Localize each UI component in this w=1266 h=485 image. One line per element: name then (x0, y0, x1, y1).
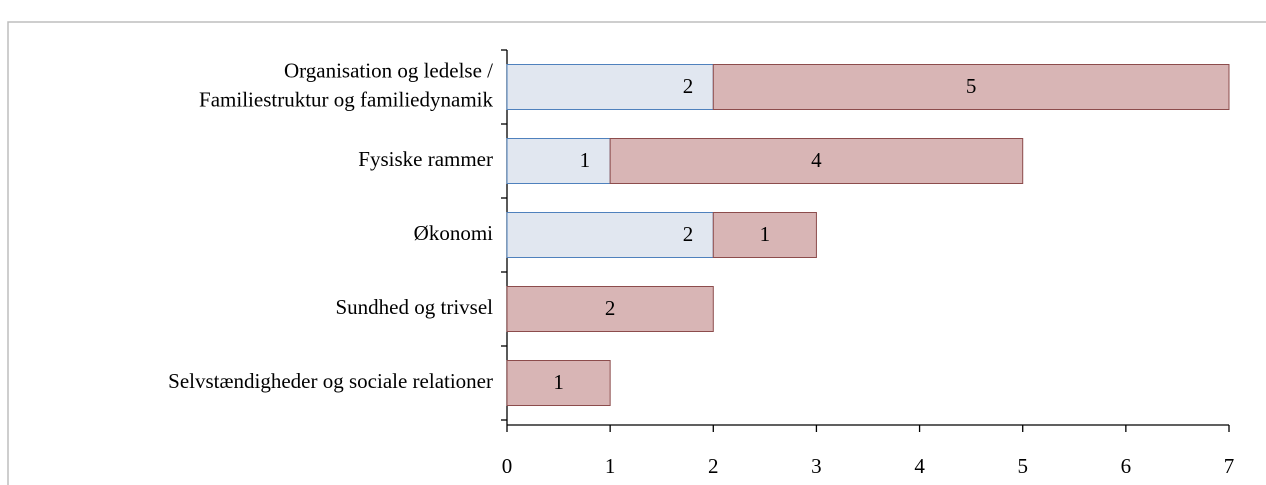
value-label: 2 (605, 296, 616, 320)
bar-segment (506, 212, 714, 258)
value-label: 4 (811, 148, 822, 172)
category-label: Selvstændigheder og sociale relationer (168, 369, 493, 393)
x-tick-label: 2 (708, 454, 719, 478)
bar-segment (506, 286, 714, 332)
value-label: 1 (760, 222, 771, 246)
bar-segment (712, 212, 817, 258)
value-label: 5 (966, 74, 977, 98)
x-tick-label: 1 (605, 454, 616, 478)
category-label: Økonomi (414, 221, 494, 245)
category-label: Fysiske rammer (358, 147, 493, 171)
category-label: Sundhed og trivsel (336, 295, 494, 319)
bar-segment (506, 360, 611, 406)
value-label: 2 (683, 74, 694, 98)
frame (7, 21, 1266, 485)
value-label: 2 (683, 222, 694, 246)
category-label: Organisation og ledelse / Familiestruktur… (199, 58, 493, 111)
bar-segment (506, 138, 611, 184)
x-tick-label: 4 (914, 454, 925, 478)
value-label: 1 (580, 148, 591, 172)
x-tick-label: 0 (502, 454, 513, 478)
value-label: 1 (553, 370, 564, 394)
x-tick-label: 5 (1017, 454, 1028, 478)
bar-segment (609, 138, 1024, 184)
x-tick-label: 3 (811, 454, 822, 478)
x-tick-label: 6 (1121, 454, 1132, 478)
bar-segment (712, 64, 1230, 110)
x-tick-label: 7 (1224, 454, 1235, 478)
